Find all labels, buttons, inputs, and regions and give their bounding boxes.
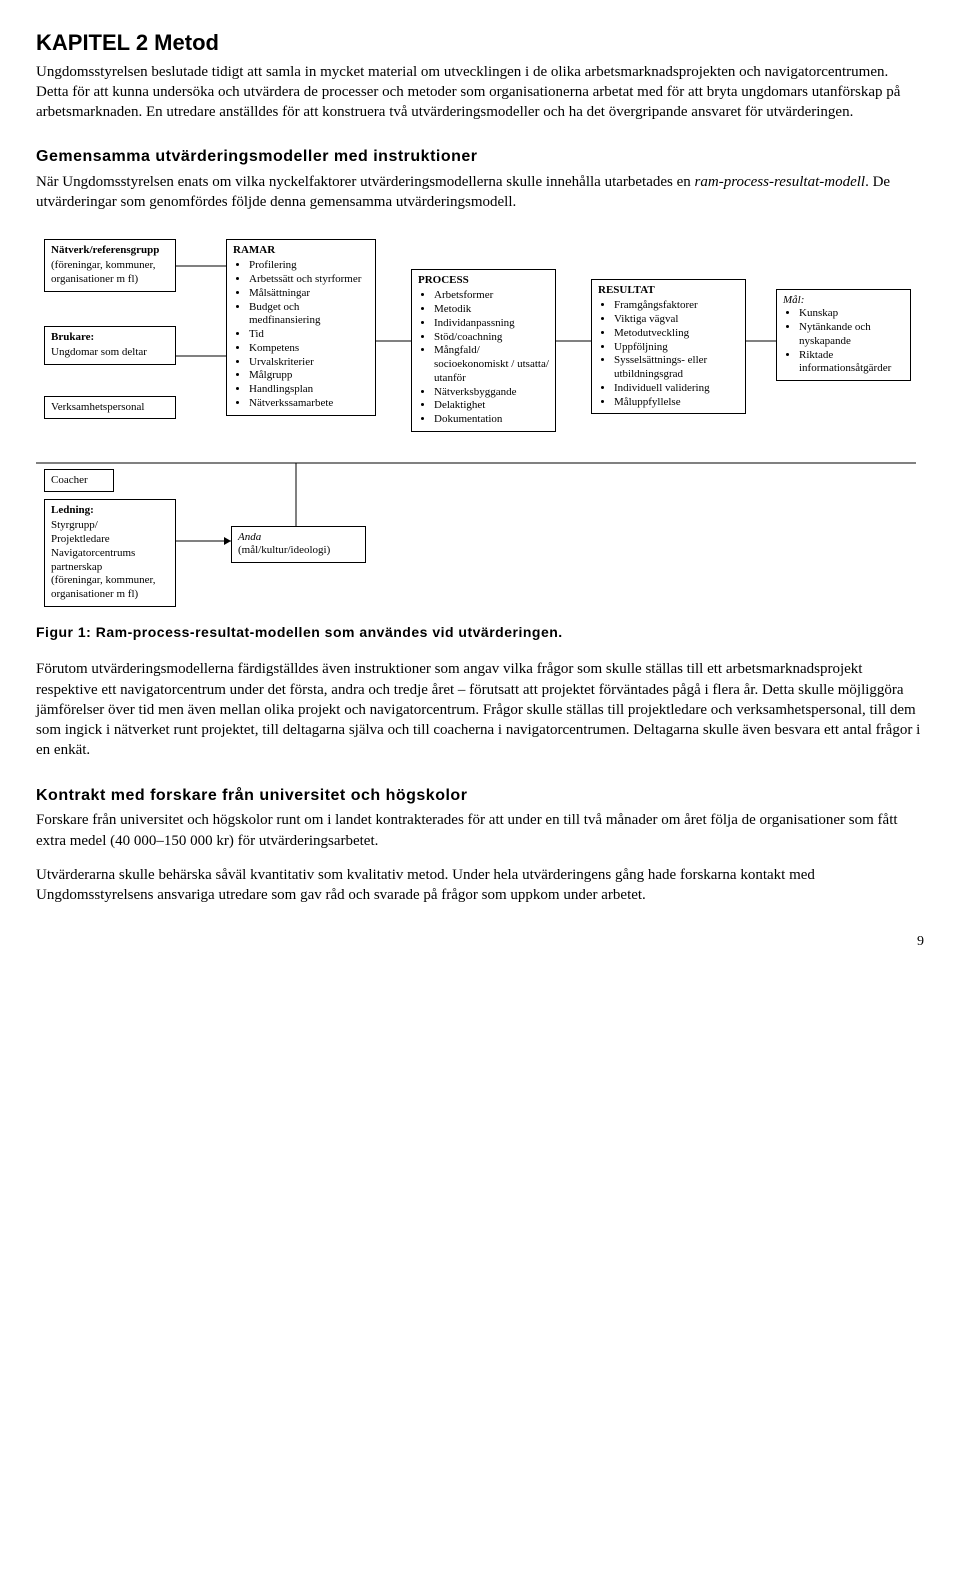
list-item: Arbetsformer — [434, 289, 549, 303]
list-item: Stöd/coachning — [434, 331, 549, 345]
list-item: Metodik — [434, 303, 549, 317]
ramar-title: RAMAR — [233, 244, 369, 258]
resultat-box: RESULTAT FramgångsfaktorerViktiga vägval… — [591, 279, 746, 415]
mal-box: Mål: KunskapNytänkande och nyskapandeRik… — [776, 289, 911, 382]
list-item: Budget och medfinansiering — [249, 301, 369, 329]
anda-box: Anda (mål/kultur/ideologi) — [231, 526, 366, 564]
list-item: Målsättningar — [249, 287, 369, 301]
list-item: Uppföljning — [614, 341, 739, 355]
page-title: KAPITEL 2 Metod — [36, 28, 924, 58]
brukare-box: Brukare: Ungdomar som deltar — [44, 326, 176, 366]
models-para-text-a: När Ungdomsstyrelsen enats om vilka nyck… — [36, 174, 695, 190]
list-item: Individanpassning — [434, 317, 549, 331]
list-item: Framgångsfaktorer — [614, 299, 739, 313]
intro-para: Ungdomsstyrelsen beslutade tidigt att sa… — [36, 62, 924, 123]
ledning-l2: Styrgrupp/ — [51, 519, 169, 533]
models-para: När Ungdomsstyrelsen enats om vilka nyck… — [36, 172, 924, 213]
list-item: Nätverksbyggande — [434, 386, 549, 400]
figure-caption: Figur 1: Ram-process-resultat-modellen s… — [36, 623, 924, 642]
list-item: Metodutveckling — [614, 327, 739, 341]
list-item: Tid — [249, 328, 369, 342]
process-title: PROCESS — [418, 274, 549, 288]
list-item: Viktiga vägval — [614, 313, 739, 327]
ledning-l5: (föreningar, kommuner, organisationer m … — [51, 574, 169, 602]
resultat-title: RESULTAT — [598, 284, 739, 298]
para-kontrakt-1: Forskare från universitet och högskolor … — [36, 810, 924, 851]
para-kontrakt-2: Utvärderarna skulle behärska såväl kvant… — [36, 865, 924, 906]
mal-title: Mål: — [783, 294, 904, 308]
anda-l2: (mål/kultur/ideologi) — [238, 544, 359, 558]
page-number: 9 — [36, 933, 924, 952]
resultat-list: FramgångsfaktorerViktiga vägvalMetodutve… — [598, 299, 739, 409]
coacher-label: Coacher — [51, 474, 88, 486]
network-box: Nätverk/referensgrupp (föreningar, kommu… — [44, 239, 176, 292]
list-item: Mångfald/ socioekonomiskt / utsatta/ uta… — [434, 344, 549, 385]
mal-list: KunskapNytänkande och nyskapandeRiktade … — [783, 307, 904, 376]
ledning-l4: Navigatorcentrums partnerskap — [51, 547, 169, 575]
ramar-box: RAMAR ProfileringArbetssätt och styrform… — [226, 239, 376, 416]
list-item: Individuell validering — [614, 382, 739, 396]
section-kontrakt-heading: Kontrakt med forskare från universitet o… — [36, 785, 924, 807]
list-item: Kunskap — [799, 307, 904, 321]
list-item: Målgrupp — [249, 369, 369, 383]
list-item: Delaktighet — [434, 399, 549, 413]
coacher-box: Coacher — [44, 469, 114, 493]
network-box-sub: (föreningar, kommuner, organisationer m … — [51, 259, 169, 287]
para-instructions: Förutom utvärderingsmodellerna färdigstä… — [36, 659, 924, 760]
verksam-box: Verksamhetspersonal — [44, 396, 176, 420]
network-box-title: Nätverk/referensgrupp — [51, 244, 169, 258]
process-list: ArbetsformerMetodikIndividanpassningStöd… — [418, 289, 549, 427]
models-para-italic: ram-process-resultat-modell — [695, 174, 866, 190]
brukare-sub: Ungdomar som deltar — [51, 346, 169, 360]
model-diagram: Nätverk/referensgrupp (föreningar, kommu… — [36, 231, 916, 611]
process-box: PROCESS ArbetsformerMetodikIndividanpass… — [411, 269, 556, 432]
list-item: Urvalskriterier — [249, 356, 369, 370]
list-item: Dokumentation — [434, 413, 549, 427]
ledning-l1: Ledning: — [51, 504, 169, 518]
ledning-box: Ledning: Styrgrupp/ Projektledare Naviga… — [44, 499, 176, 607]
list-item: Kompetens — [249, 342, 369, 356]
list-item: Riktade informationsåtgärder — [799, 349, 904, 377]
brukare-title: Brukare: — [51, 331, 169, 345]
anda-l1: Anda — [238, 531, 261, 543]
list-item: Nytänkande och nyskapande — [799, 321, 904, 349]
list-item: Sysselsättnings- eller utbildningsgrad — [614, 354, 739, 382]
ledning-l3: Projektledare — [51, 533, 169, 547]
list-item: Handlingsplan — [249, 383, 369, 397]
list-item: Profilering — [249, 259, 369, 273]
list-item: Nätverkssamarbete — [249, 397, 369, 411]
list-item: Måluppfyllelse — [614, 396, 739, 410]
section-models-heading: Gemensamma utvärderingsmodeller med inst… — [36, 146, 924, 168]
ramar-list: ProfileringArbetssätt och styrformerMåls… — [233, 259, 369, 410]
verksam-label: Verksamhetspersonal — [51, 401, 144, 413]
list-item: Arbetssätt och styrformer — [249, 273, 369, 287]
